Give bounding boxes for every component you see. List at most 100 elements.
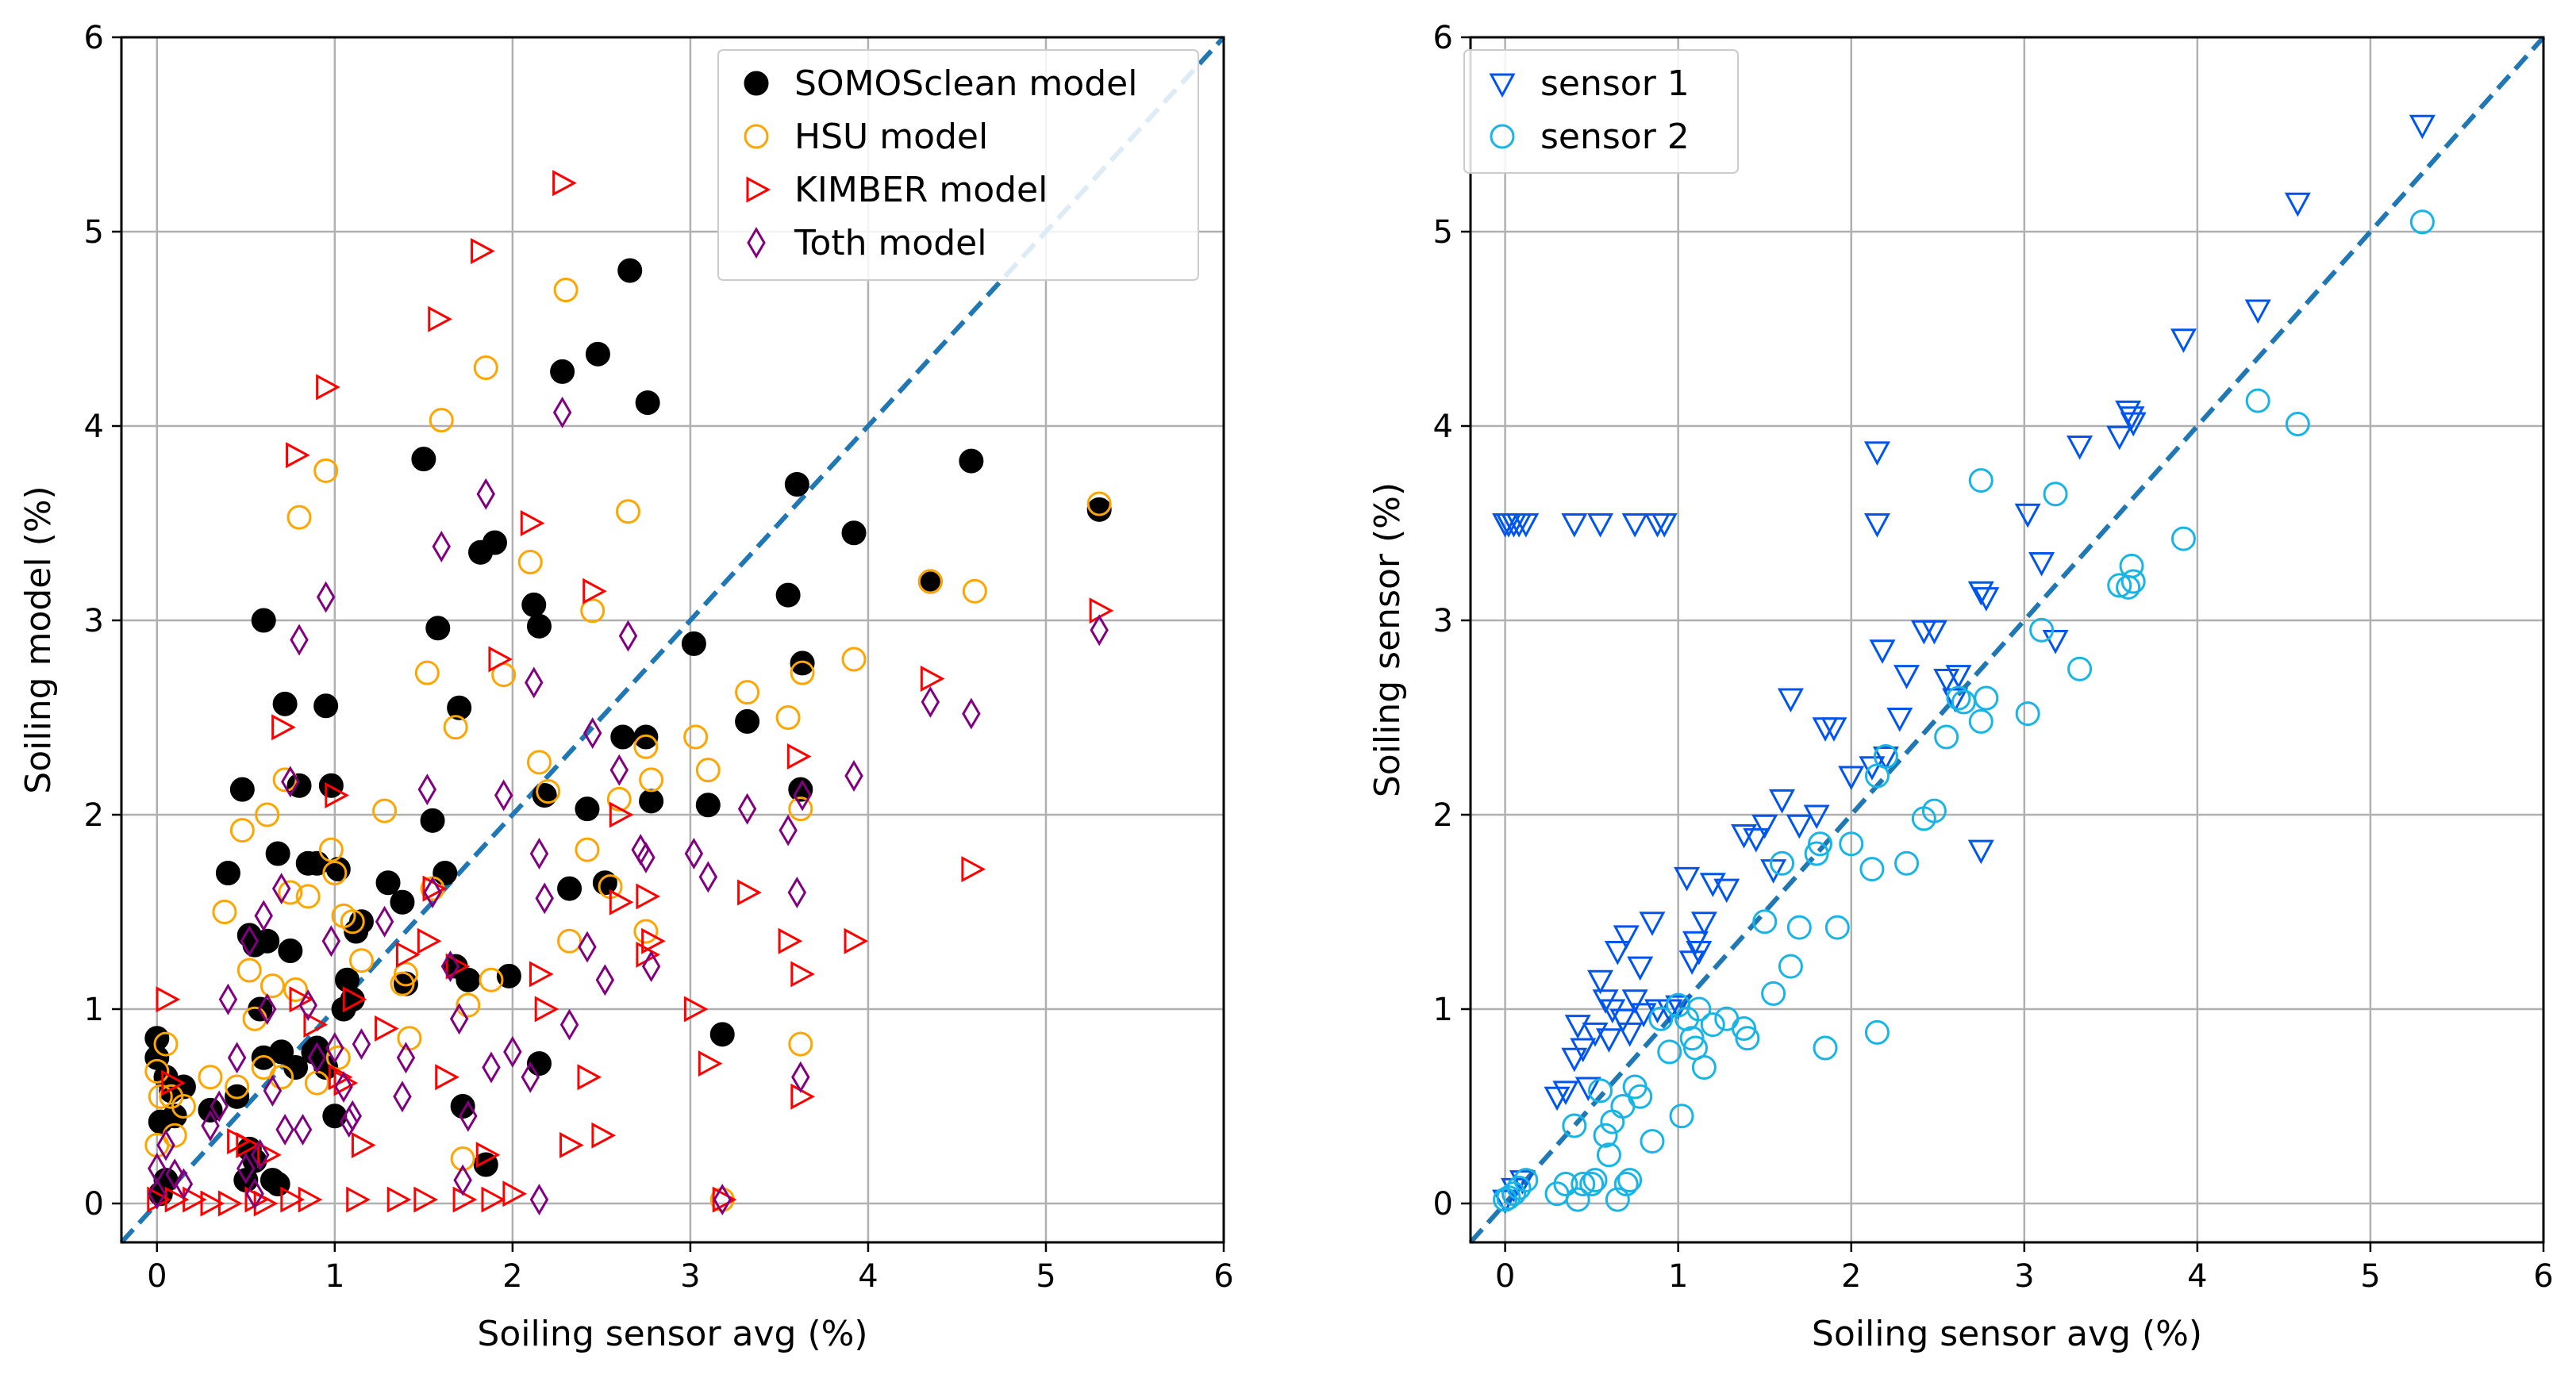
point-left-1-39 [456, 992, 481, 1018]
point-left-3-62 [779, 814, 798, 846]
point-left-0-37 [375, 870, 401, 896]
point-right-0-69 [2028, 552, 2055, 577]
point-left-0-57 [557, 876, 582, 901]
point-right-1-4 [1513, 1168, 1539, 1193]
point-left-1-31 [390, 971, 415, 996]
point-right-0-52 [1838, 766, 1865, 791]
points-right [1492, 114, 2436, 1215]
point-right-1-2 [1501, 1181, 1527, 1207]
point-left-1-64 [841, 647, 867, 672]
point-right-0-72 [2106, 425, 2133, 451]
point-left-2-26 [417, 927, 442, 954]
point-right-1-36 [1752, 909, 1778, 935]
point-left-2-6 [236, 1131, 260, 1159]
point-left-0-20 [278, 938, 303, 963]
point-left-0-67 [695, 793, 721, 818]
point-left-0-63 [633, 724, 659, 750]
reference-line-right [1468, 36, 2546, 1244]
point-right-1-43 [1813, 1035, 1838, 1061]
y-tick-label-right-6: 6 [1433, 20, 1453, 56]
point-left-1-46 [553, 278, 579, 302]
point-left-2-42 [577, 1064, 602, 1091]
point-right-0-30 [1630, 1003, 1657, 1028]
point-right-0-44 [1751, 814, 1778, 839]
point-right-0-76 [2170, 328, 2197, 353]
series-right-0 [1492, 114, 2436, 1215]
x-tick-label-right-3: 3 [2014, 1258, 2034, 1295]
point-left-2-54 [778, 927, 803, 954]
point-left-0-66 [681, 631, 706, 656]
point-right-0-10 [1492, 1189, 1519, 1215]
point-right-0-62 [1933, 669, 1960, 693]
point-right-0-79 [2409, 114, 2436, 140]
point-right-0-48 [1786, 814, 1813, 839]
point-right-1-41 [1804, 841, 1829, 866]
point-right-0-77 [2244, 299, 2271, 324]
point-right-1-53 [1934, 724, 1959, 750]
point-left-3-59 [698, 861, 718, 893]
series-left-0 [144, 258, 1112, 1207]
legend-right: sensor 1 sensor 2 [1463, 49, 1739, 174]
y-tick-label-left-1: 1 [84, 992, 104, 1028]
point-left-3-23 [316, 581, 336, 613]
point-left-2-40 [552, 170, 577, 197]
point-left-3-45 [525, 666, 544, 699]
point-left-3-53 [609, 754, 629, 786]
point-right-0-74 [2118, 406, 2145, 431]
reference-line-left [119, 35, 1226, 1245]
point-left-1-11 [236, 958, 262, 983]
point-right-0-27 [1617, 1022, 1644, 1047]
point-right-1-22 [1640, 1129, 1665, 1154]
point-left-2-47 [636, 883, 661, 910]
series-left-2 [147, 170, 1114, 1217]
point-left-3-67 [921, 685, 940, 718]
point-left-1-34 [414, 660, 440, 685]
point-right-1-14 [1596, 1142, 1621, 1168]
point-left-3-66 [844, 760, 863, 792]
point-left-3-48 [552, 396, 572, 428]
point-left-3-60 [713, 1184, 732, 1216]
point-left-0-50 [482, 530, 507, 555]
legend-entry-kimber: KIMBER model [746, 170, 1048, 210]
point-right-1-48 [1864, 1019, 1890, 1045]
point-right-0-75 [2120, 412, 2147, 437]
point-left-3-50 [578, 931, 597, 963]
point-left-1-44 [526, 750, 552, 775]
point-left-0-69 [735, 708, 760, 734]
point-left-2-18 [328, 1064, 353, 1091]
point-left-0-15 [251, 608, 276, 633]
point-left-2-2 [161, 1069, 186, 1096]
point-right-1-60 [2043, 482, 2068, 507]
point-left-3-25 [325, 1032, 344, 1064]
point-left-2-1 [156, 986, 181, 1013]
point-left-1-20 [286, 505, 312, 530]
point-left-3-70 [529, 1184, 549, 1216]
point-left-3-5 [201, 1110, 220, 1142]
point-left-3-44 [521, 1061, 540, 1093]
point-left-2-33 [475, 1142, 501, 1169]
legend-label-kimber: KIMBER model [794, 170, 1048, 210]
point-left-3-15 [263, 1074, 283, 1107]
point-left-1-25 [322, 861, 348, 885]
point-right-0-58 [1886, 708, 1913, 732]
point-left-2-14 [298, 1186, 323, 1213]
point-left-3-7 [218, 983, 238, 1015]
point-left-3-20 [293, 1113, 313, 1146]
point-left-2-4 [217, 1190, 243, 1217]
x-tick-label-right-1: 1 [1668, 1258, 1688, 1295]
point-left-1-38 [450, 1146, 475, 1172]
point-left-0-26 [304, 850, 329, 876]
point-left-2-45 [609, 801, 634, 828]
point-left-2-20 [342, 986, 367, 1013]
legend-symbol-left-3 [747, 227, 766, 259]
point-left-3-26 [334, 1071, 353, 1103]
point-left-0-60 [592, 870, 617, 896]
legend-marker-toth [747, 227, 766, 259]
x-axis-label-right: Soiling sensor avg (%) [1812, 1314, 2202, 1354]
point-right-1-46 [1859, 857, 1885, 882]
legend-marker-sensor-1 [1489, 73, 1516, 98]
point-left-3-13 [254, 900, 273, 932]
point-left-2-59 [920, 665, 945, 693]
point-right-0-65 [1967, 581, 1994, 606]
point-left-1-14 [255, 802, 280, 827]
